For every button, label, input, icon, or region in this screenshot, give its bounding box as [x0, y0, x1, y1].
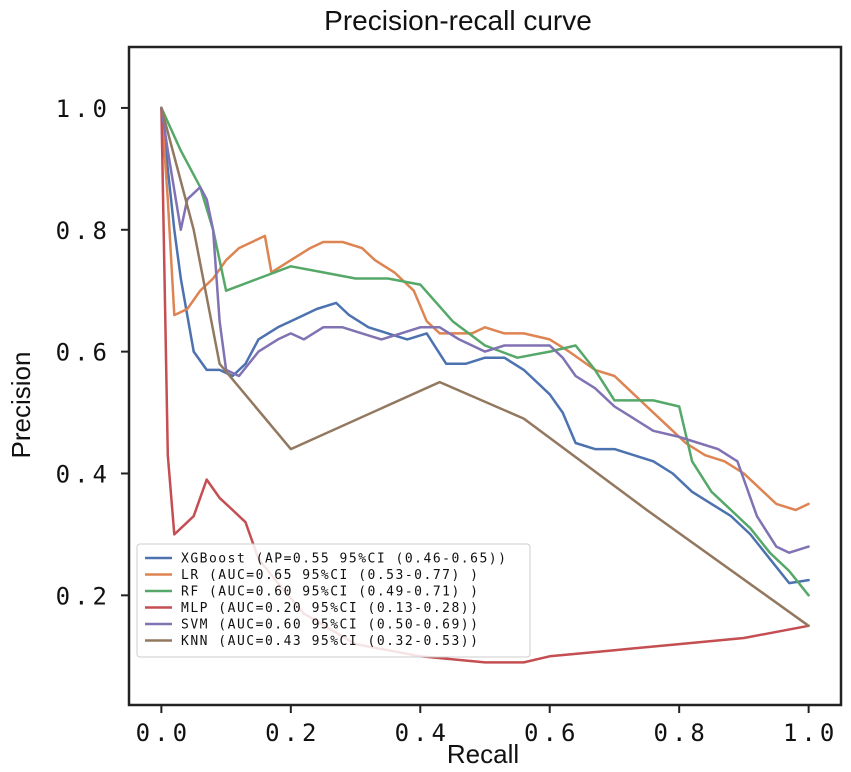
x-tick-label: 0.0	[136, 719, 191, 747]
y-tick-label: 0.6	[56, 339, 111, 367]
plot-area-frame	[127, 45, 843, 707]
legend-entry-svm: SVM (AUC=0.60 95%CI (0.50-0.69))	[181, 618, 479, 633]
legend-entry-lr: LR (AUC=0.65 95%CI (0.53-0.77) )	[181, 568, 479, 583]
y-tick-label: 0.2	[56, 582, 111, 610]
x-tick-label: 0.4	[395, 719, 450, 747]
legend-box	[136, 543, 531, 658]
x-tick-label: 0.2	[265, 719, 320, 747]
legend-entry-xgboost: XGBoost (AP=0.55 95%CI (0.46-0.65))	[181, 552, 507, 567]
series-line-knn	[160, 106, 810, 628]
y-axis-label: Precision	[6, 352, 36, 459]
x-tick-label: 1.0	[783, 719, 838, 747]
legend: XGBoost (AP=0.55 95%CI (0.46-0.65))LR (A…	[136, 543, 531, 658]
y-tick-label: 0.8	[56, 217, 111, 245]
y-tick-label: 1.0	[56, 95, 111, 123]
legend-entry-rf: RF (AUC=0.60 95%CI (0.49-0.71) )	[181, 585, 479, 600]
legend-entry-mlp: MLP (AUC=0.20 95%CI (0.13-0.28))	[181, 601, 479, 616]
axis-ticks: 0.0 0.2 0.4 0.6 0.8 1.0 0.2 0.4 0.6 0.8 1.0	[56, 95, 838, 747]
chart-title: Precision-recall curve	[324, 5, 592, 36]
series-line-rf	[160, 106, 810, 597]
x-tick-label: 0.8	[654, 719, 709, 747]
series-line-svm	[160, 106, 810, 554]
x-tick-label: 0.6	[524, 719, 579, 747]
y-tick-label: 0.4	[56, 460, 111, 488]
x-axis-label: Recall	[447, 739, 519, 769]
legend-entry-knn: KNN (AUC=0.43 95%CI (0.32-0.53))	[181, 634, 479, 649]
series-line-lr	[160, 106, 810, 512]
